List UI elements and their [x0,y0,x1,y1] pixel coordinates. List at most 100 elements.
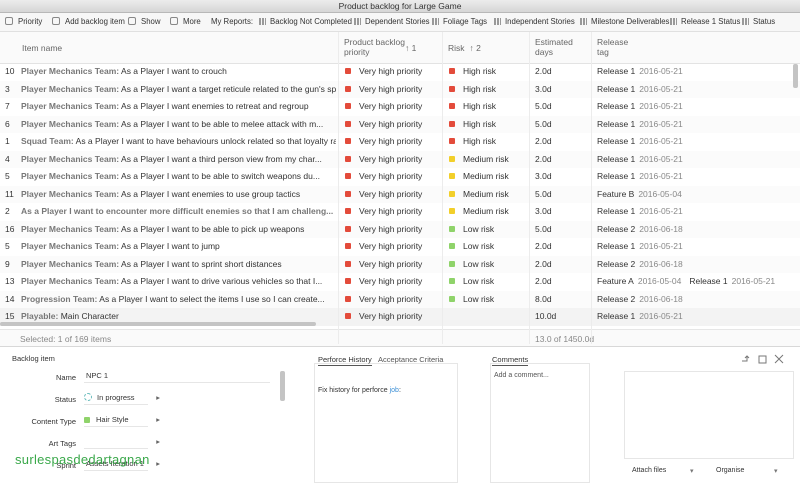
column-header[interactable]: Estimated days [529,32,591,63]
priority-label: Very high priority [359,101,423,111]
item-team: Player Mechanics Team: [21,241,120,251]
backlog-row[interactable]: 1 Squad Team: As a Player I want to have … [0,133,800,151]
backlog-row[interactable]: 14 Progression Team: As a Player I want t… [0,290,800,309]
row-id: 11 [5,188,14,199]
report-link[interactable]: Foliage Tags [432,13,487,31]
release-tags: Release 1 2016-05-21 [597,133,797,151]
column-divider [442,32,443,344]
item-team: As a Player I want to encounter more dif… [21,206,334,216]
row-id: 10 [5,66,15,76]
row-id: 14 [5,293,15,304]
report-link[interactable]: Independent Stories [494,13,575,31]
field-arrow: ▸ [156,415,160,424]
column-header[interactable]: Release tag [591,32,800,63]
toolbar-action[interactable]: More [170,13,201,31]
item-team: Player Mechanics Team: [21,188,120,199]
priority-dot [345,208,351,214]
backlog-row[interactable]: 5 Player Mechanics Team: As a Player I wa… [0,238,800,256]
report-icon [580,18,587,25]
risk-dot [449,295,455,302]
item-name: Player Mechanics Team: As a Player I wan… [21,273,336,291]
report-link[interactable]: Status [742,13,775,31]
attach-files-button[interactable]: Attach files [632,467,667,474]
tag-date: 2016-05-21 [639,311,683,321]
detail-scrollbar[interactable] [280,371,285,401]
backlog-row[interactable]: 6 Player Mechanics Team: As a Player I wa… [0,115,800,133]
risk-dot [449,120,455,127]
tab-comments[interactable]: Comments [492,355,529,366]
item-team: Player Mechanics Team: [21,171,120,181]
risk-dot [449,155,455,162]
priority-label: Very high priority [359,276,423,286]
report-link[interactable]: Backlog Not Completed [259,13,352,31]
item-name: Squad Team: As a Player I want to have b… [21,133,336,151]
field-value[interactable]: In progress ▸ [84,392,160,405]
tag-name: Release 1 [597,241,636,251]
risk-cell: High risk [449,133,529,151]
estimate: 3.0d [535,83,552,94]
risk-label: High risk [463,118,497,129]
history-link[interactable]: job [389,387,399,394]
tab-perforce-history[interactable]: Perforce History [318,355,372,366]
risk-label: Low risk [463,276,495,286]
toolbar: Priority Add backlog item Show More My Repor… [0,13,800,32]
pin-icon[interactable] [742,355,750,362]
report-icon [670,18,677,25]
backlog-row[interactable]: 3 Player Mechanics Team: As a Player I wa… [0,80,800,99]
column-header[interactable]: Risk ↑ 2 [442,32,529,63]
toolbar-label: Priority [18,17,43,26]
vertical-scrollbar[interactable] [793,64,798,88]
toolbar-action[interactable]: Show [128,13,161,31]
tag-date: 2016-05-21 [639,66,683,76]
backlog-row[interactable]: 2 As a Player I want to encounter more di… [0,203,800,221]
estimate: 2.0d [535,276,552,286]
close-icon[interactable] [774,354,784,364]
attach-dropdown[interactable]: ▾ [690,468,694,475]
item-text: As a Player I want to select the items I… [99,293,325,304]
priority-cell: Very high priority [345,203,440,221]
item-name: Player Mechanics Team: As a Player I wan… [21,256,336,274]
tag-date: 2016-05-21 [639,83,683,94]
priority-label: Very high priority [359,188,423,199]
toolbar-action[interactable]: Add backlog item [52,13,125,31]
field-label: Status [54,395,76,404]
column-header[interactable]: Product backlog priority ↑ 1 [338,32,442,63]
popout-icon[interactable] [758,355,767,364]
field-value[interactable]: Hair Style ▸ [84,414,160,427]
report-link[interactable]: Milestone Deliverables [580,13,669,31]
organise-dropdown[interactable]: ▾ [774,468,778,475]
backlog-row[interactable]: 7 Player Mechanics Team: As a Player I wa… [0,98,800,116]
risk-dot [449,260,455,267]
column-header[interactable]: Item name [0,32,338,63]
backlog-row[interactable]: 5 Player Mechanics Team: As a Player I wa… [0,168,800,186]
backlog-row[interactable]: 11 Player Mechanics Team: As a Player I w… [0,185,800,203]
field-value[interactable]: NPC 1 [84,370,270,383]
report-link[interactable]: Dependent Stories [354,13,430,31]
report-link[interactable]: Release 1 Status [670,13,740,31]
backlog-row[interactable]: 13 Player Mechanics Team: As a Player I w… [0,273,800,291]
risk-dot [449,103,455,109]
risk-cell: Low risk [449,291,529,309]
tag-name: Release 1 [597,136,636,146]
backlog-row[interactable]: 9 Player Mechanics Team: As a Player I wa… [0,255,800,274]
field-value[interactable]: ▸ [84,436,160,449]
backlog-row[interactable]: 4 Player Mechanics Team: As a Player I wa… [0,150,800,168]
field-label: Sprint [56,461,76,470]
history-text: Fix history for perforce job: [318,387,401,394]
release-tags: Release 1 2016-05-21 [597,81,797,99]
field-arrow: ▸ [156,459,160,468]
comment-input[interactable]: Add a comment... [494,372,549,379]
field-value[interactable]: Assets Iteration 1 ▸ [84,458,160,471]
row-id: 15 [5,311,15,321]
organise-button[interactable]: Organise [716,467,745,474]
item-text: As a Player I want to crouch [121,66,227,76]
backlog-row[interactable]: 10 Player Mechanics Team: As a Player I w… [0,63,800,81]
backlog-row[interactable]: 15 Playable: Main Character Very high prio… [0,308,800,326]
horizontal-scrollbar[interactable] [0,322,316,326]
backlog-row[interactable]: 16 Player Mechanics Team: As a Player I w… [0,220,800,238]
sort-indicator: ↑ 2 [469,43,481,53]
toolbar-action[interactable]: Priority [5,13,42,31]
item-team: Playable: [21,311,59,321]
tab-acceptance-criteria[interactable]: Acceptance Criteria [378,355,444,364]
